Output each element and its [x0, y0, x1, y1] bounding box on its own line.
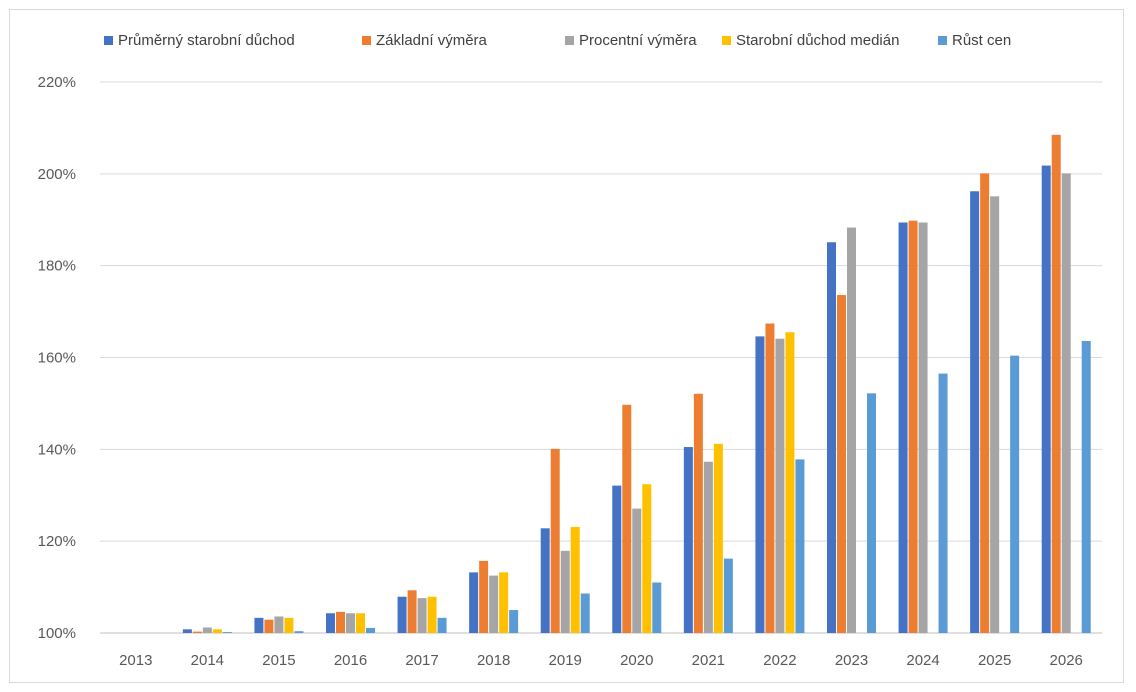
x-axis-ticks: 2013 2014 2015 2016 2017 2018 2019 2020 2021 2022… [119, 652, 1083, 669]
bar [918, 222, 928, 633]
bar [837, 295, 846, 633]
bar [1081, 340, 1091, 633]
y-axis-ticks: 100% 120% 140% 160% 180% 200% 220% [38, 74, 76, 642]
legend-swatch [722, 36, 731, 45]
legend: Průměrný starobní důchod Základní výměra P… [104, 32, 1011, 49]
bar [407, 590, 417, 633]
x-tick-label: 2021 [692, 652, 725, 669]
bar [550, 448, 560, 633]
bar [775, 338, 785, 633]
bar [479, 560, 489, 633]
bar [693, 393, 703, 633]
y-tick-label: 180% [38, 258, 76, 275]
bar [336, 611, 345, 633]
bar [570, 526, 580, 633]
bar [970, 191, 980, 633]
bar [222, 632, 232, 633]
bar [489, 575, 499, 633]
legend-label: Základní výměra [376, 32, 488, 49]
bar [765, 323, 775, 633]
x-tick-label: 2013 [119, 652, 152, 669]
bar [202, 627, 212, 633]
legend-label: Starobní důchod medián [736, 32, 899, 49]
bar [622, 404, 632, 633]
legend-swatch [362, 36, 371, 45]
legend-label: Procentní výměra [579, 32, 697, 49]
bar [683, 447, 693, 633]
legend-label: Růst cen [952, 32, 1011, 49]
bar [990, 196, 1000, 633]
bar [847, 227, 856, 633]
x-tick-label: 2025 [978, 652, 1011, 669]
y-tick-label: 120% [38, 533, 76, 550]
bar [652, 582, 662, 633]
bar [254, 617, 264, 633]
bar [397, 596, 407, 633]
bar [469, 572, 479, 633]
bar [908, 220, 918, 633]
bar [509, 610, 519, 633]
y-tick-label: 220% [38, 74, 76, 91]
bar [366, 627, 375, 633]
y-tick-label: 160% [38, 350, 76, 367]
bar [264, 619, 274, 633]
legend-swatch [938, 36, 947, 45]
bar [938, 373, 948, 633]
x-tick-label: 2023 [835, 652, 868, 669]
bar [499, 572, 509, 633]
bar [867, 393, 876, 633]
bar [1041, 165, 1051, 633]
bar [212, 629, 222, 633]
bar [1061, 173, 1071, 634]
bar [642, 484, 652, 633]
bar [632, 508, 642, 633]
bar [795, 459, 805, 633]
legend-swatch [104, 36, 113, 45]
bar [356, 613, 365, 633]
x-tick-label: 2015 [262, 652, 295, 669]
x-tick-label: 2014 [191, 652, 224, 669]
x-tick-label: 2019 [549, 652, 582, 669]
bar [898, 222, 908, 633]
x-tick-label: 2020 [620, 652, 653, 669]
bar [192, 631, 202, 633]
bar [703, 461, 713, 633]
x-tick-label: 2016 [334, 652, 367, 669]
bar [346, 613, 355, 633]
y-tick-label: 100% [38, 625, 76, 642]
x-tick-label: 2022 [763, 652, 796, 669]
bar [417, 598, 427, 633]
gridlines [100, 81, 1102, 634]
bar [294, 631, 304, 633]
bar [612, 485, 622, 633]
legend-label: Průměrný starobní důchod [118, 32, 295, 49]
bar [980, 173, 990, 634]
bar [540, 528, 550, 633]
bar [274, 616, 284, 633]
x-tick-label: 2024 [906, 652, 939, 669]
bar [785, 332, 795, 633]
x-tick-label: 2026 [1050, 652, 1083, 669]
bar [437, 617, 447, 633]
bar [284, 617, 294, 633]
y-tick-label: 140% [38, 441, 76, 458]
bar [427, 596, 437, 633]
x-tick-label: 2017 [405, 652, 438, 669]
bar [713, 443, 723, 633]
legend-swatch [565, 36, 574, 45]
bar [723, 558, 733, 633]
bar [1051, 134, 1061, 633]
bar [755, 336, 765, 633]
y-tick-label: 200% [38, 166, 76, 183]
x-tick-label: 2018 [477, 652, 510, 669]
bar [1010, 355, 1020, 633]
bar [580, 593, 590, 633]
bars [182, 134, 1091, 634]
bar [560, 550, 570, 633]
bar [326, 613, 335, 633]
bar [182, 629, 192, 633]
bar [827, 242, 836, 634]
